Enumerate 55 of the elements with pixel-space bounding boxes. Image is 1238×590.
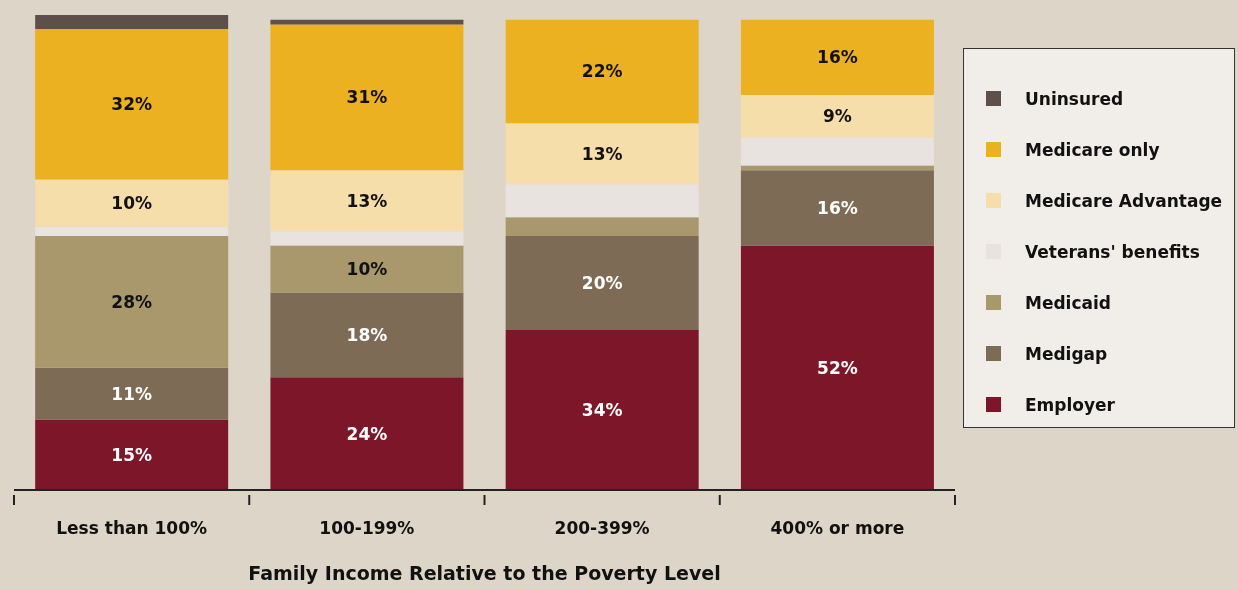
data-label: 22% bbox=[581, 61, 623, 82]
data-label: 28% bbox=[111, 291, 153, 312]
data-label: 16% bbox=[817, 47, 858, 68]
legend-label: Medicaid bbox=[1025, 292, 1111, 313]
x-tick-label: 400% or more bbox=[770, 518, 905, 539]
bar bbox=[270, 170, 464, 232]
legend-label: Medicare Advantage bbox=[1025, 190, 1223, 211]
bar bbox=[35, 236, 229, 368]
bar bbox=[505, 236, 699, 331]
bar bbox=[35, 29, 229, 180]
bar bbox=[270, 231, 464, 246]
data-label: 32% bbox=[111, 94, 153, 115]
data-label: 11% bbox=[111, 383, 153, 404]
data-label: 10% bbox=[111, 193, 153, 214]
bar bbox=[740, 170, 934, 246]
bar bbox=[35, 179, 229, 227]
data-label: 9% bbox=[822, 106, 852, 127]
bar bbox=[505, 19, 699, 124]
legend-label: Medicare only bbox=[1025, 139, 1160, 160]
bar bbox=[740, 165, 934, 171]
x-axis-title: Family Income Relative to the Poverty Level bbox=[248, 562, 721, 584]
x-tick-label: 200-399% bbox=[554, 518, 650, 539]
data-label: 10% bbox=[346, 258, 388, 279]
bar bbox=[740, 94, 934, 138]
legend-label: Employer bbox=[1025, 394, 1115, 415]
bar bbox=[740, 245, 934, 490]
data-label: 34% bbox=[581, 400, 623, 421]
legend-label: Medigap bbox=[1025, 343, 1108, 364]
bar bbox=[35, 226, 229, 237]
data-label: 15% bbox=[111, 444, 153, 465]
legend-label: Uninsured bbox=[1025, 88, 1124, 109]
data-label: 31% bbox=[346, 87, 388, 108]
data-label: 24% bbox=[346, 423, 388, 444]
bar bbox=[35, 367, 229, 420]
bar bbox=[740, 19, 934, 95]
bar bbox=[505, 217, 699, 237]
bar bbox=[270, 377, 464, 490]
x-tick-label: 100-199% bbox=[319, 518, 415, 539]
bar bbox=[505, 123, 699, 185]
bar bbox=[740, 137, 934, 166]
data-label: 16% bbox=[817, 197, 858, 218]
data-label: 52% bbox=[817, 357, 858, 378]
legend-label: Veterans' benefits bbox=[1025, 241, 1200, 262]
data-label: 18% bbox=[346, 324, 388, 345]
bar bbox=[270, 245, 464, 293]
data-label: 20% bbox=[581, 273, 623, 294]
bar bbox=[270, 292, 464, 378]
data-label: 13% bbox=[346, 190, 388, 211]
data-label: 13% bbox=[581, 143, 623, 164]
bar bbox=[505, 330, 699, 490]
x-tick-label: Less than 100% bbox=[56, 518, 208, 539]
bar bbox=[270, 24, 464, 171]
bar bbox=[35, 15, 229, 30]
bar bbox=[505, 184, 699, 218]
bar bbox=[35, 419, 229, 490]
